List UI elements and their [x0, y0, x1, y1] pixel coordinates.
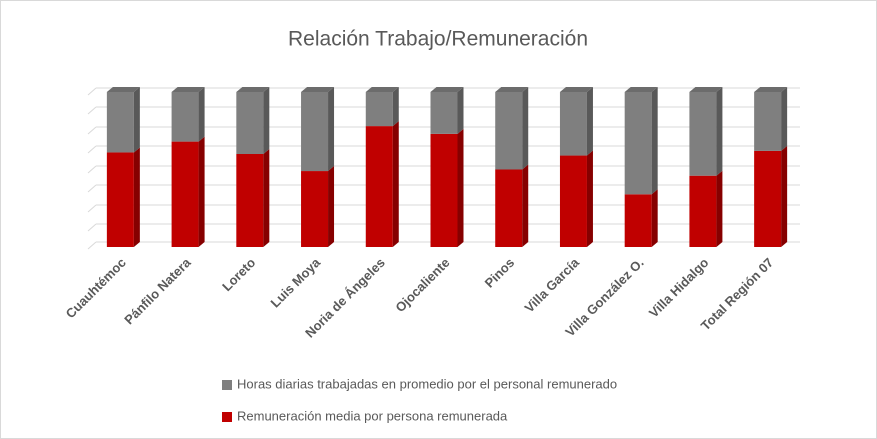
bar-front: [495, 92, 523, 170]
bar-front: [624, 92, 652, 195]
bar-top: [365, 87, 399, 92]
bar-top: [624, 87, 658, 92]
bar-side: [586, 150, 593, 247]
bar-segment: [365, 121, 399, 247]
bar-side: [198, 136, 205, 247]
bar-segment: [236, 149, 270, 247]
bar-top: [754, 87, 788, 92]
bar-front: [171, 141, 199, 247]
bar-top: [236, 87, 270, 92]
bar-segment: [430, 87, 464, 134]
bar-top: [559, 87, 593, 92]
bar-segment: [365, 87, 399, 127]
bar-side: [328, 87, 335, 172]
bar-top: [689, 87, 723, 92]
bar-side: [781, 145, 788, 247]
bar-segment: [236, 87, 270, 154]
bar-side: [392, 121, 399, 247]
bar-front: [559, 92, 587, 156]
bar-segment: [624, 189, 658, 247]
bar-side: [651, 87, 658, 195]
bar-segment: [171, 136, 205, 247]
legend-label: Remuneración media por persona remunerad…: [237, 408, 508, 423]
bar-front: [624, 194, 652, 247]
bar-segment: [559, 150, 593, 247]
bar-side: [586, 87, 593, 156]
bar-segment: [754, 145, 788, 247]
bar-segment: [495, 164, 529, 247]
bar-side: [457, 128, 464, 247]
chart-title: Relación Trabajo/Remuneración: [288, 28, 588, 51]
bar-top: [171, 87, 205, 92]
bar-front: [754, 92, 782, 151]
bar-front: [754, 150, 782, 247]
bar-side: [716, 87, 723, 176]
legend-label: Horas diarias trabajadas en promedio por…: [237, 376, 617, 391]
bar-front: [689, 92, 717, 176]
bar-segment: [495, 87, 529, 170]
legend-swatch: [222, 380, 232, 390]
bar-side: [716, 170, 723, 247]
bar-segment: [624, 87, 658, 195]
bar-front: [236, 92, 264, 154]
bar-side: [457, 87, 464, 134]
bar-top: [106, 87, 140, 92]
bar-side: [522, 87, 529, 170]
bar-front: [365, 126, 393, 247]
bar-segment: [171, 87, 205, 142]
bar-side: [781, 87, 788, 151]
bar-front: [559, 155, 587, 247]
bar-front: [430, 133, 458, 247]
bar-segment: [689, 87, 723, 176]
bar-front: [301, 171, 329, 247]
bar-front: [495, 169, 523, 247]
legend-swatch: [222, 412, 232, 422]
bar-segment: [106, 87, 140, 153]
bar-top: [430, 87, 464, 92]
bar-front: [689, 175, 717, 247]
bar-front: [171, 92, 199, 142]
bar-segment: [106, 147, 140, 247]
bar-segment: [689, 170, 723, 247]
bar-side: [263, 87, 270, 154]
bar-side: [133, 87, 140, 153]
bar-front: [106, 92, 134, 153]
bar-front: [106, 152, 134, 247]
bar-front: [365, 92, 393, 127]
bar-segment: [754, 87, 788, 151]
bar-top: [301, 87, 335, 92]
bar-side: [133, 147, 140, 247]
bar-side: [651, 189, 658, 247]
bar-side: [263, 149, 270, 247]
bar-front: [301, 92, 329, 172]
bar-side: [198, 87, 205, 142]
bar-segment: [559, 87, 593, 156]
bar-side: [522, 164, 529, 247]
bar-side: [328, 166, 335, 247]
bar-segment: [301, 87, 335, 172]
bar-segment: [301, 166, 335, 247]
bar-side: [392, 87, 399, 127]
bar-front: [236, 154, 264, 247]
bar-top: [495, 87, 529, 92]
bar-front: [430, 92, 458, 134]
bar-segment: [430, 128, 464, 247]
